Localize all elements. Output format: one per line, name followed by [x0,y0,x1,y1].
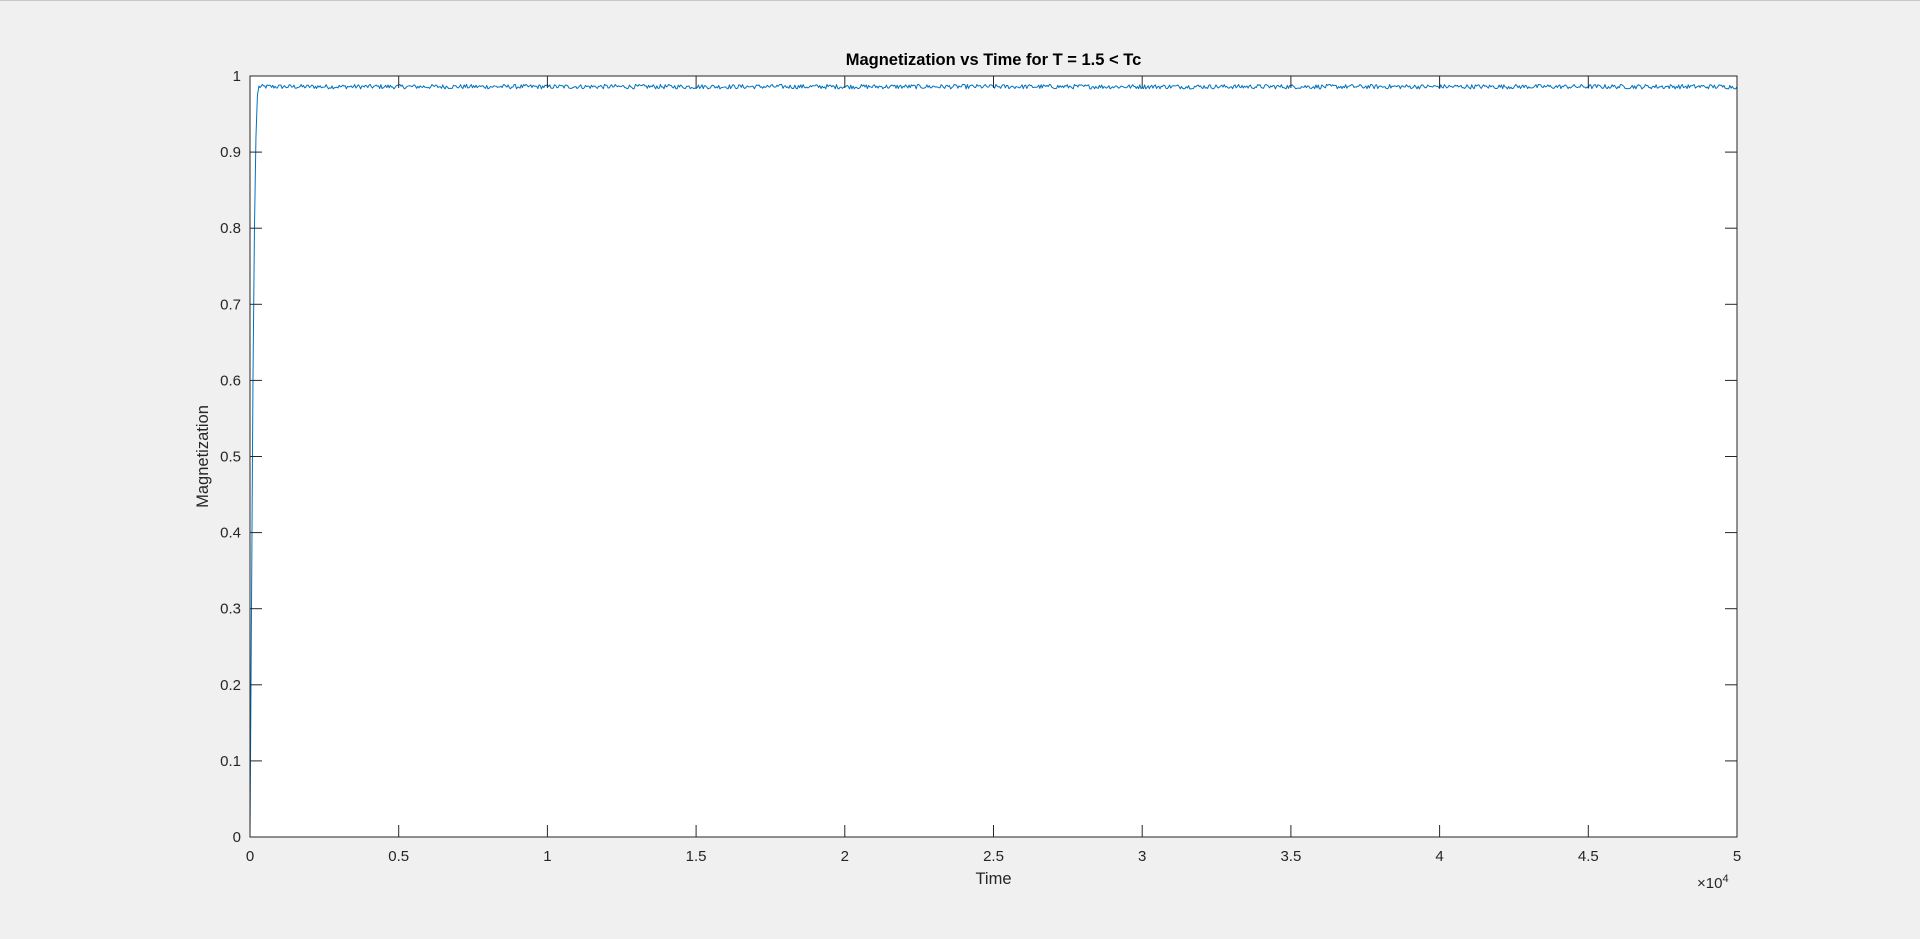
x-tick-label: 3 [1138,848,1146,865]
y-tick-label: 0.7 [220,296,241,313]
series-layer [249,83,1738,838]
y-axis-label: Magnetization [194,405,212,508]
x-tick-label: 4.5 [1578,848,1599,865]
y-tick-label: 1 [233,68,241,85]
y-tick-label: 0.8 [220,220,241,237]
x-tick-label: 1 [543,848,551,865]
y-tick-label: 0.3 [220,601,241,618]
plot-area [250,76,1737,837]
y-tick-label: 0.1 [220,753,241,770]
magnetization-series-line [249,83,1738,838]
x-tick-label: 5 [1733,848,1741,865]
x-exponent-power: 4 [1722,873,1728,885]
x-exponent-base: ×10 [1697,875,1722,892]
y-tick-label: 0.4 [220,525,241,542]
y-tick-label: 0.2 [220,677,241,694]
y-tick-label: 0.6 [220,372,241,389]
x-exponent-label: ×104 [1697,873,1729,892]
chart-title: Magnetization vs Time for T = 1.5 < Tc [846,51,1142,69]
x-tick-label: 1.5 [686,848,707,865]
x-tick-label: 0 [246,848,254,865]
y-tick-label: 0 [233,829,241,846]
x-tick-label: 2 [841,848,849,865]
x-axis-label: Time [975,870,1011,888]
ticks-layer: 0 0.5 1 1.5 2 2.5 3 3.5 4 4.5 5 0 0.1 0.2 0.3 0.4 0.5 0.6… [220,68,1741,865]
y-tick-label: 0.5 [220,449,241,466]
x-tick-label: 2.5 [983,848,1004,865]
x-tick-label: 4 [1435,848,1443,865]
axes-box [249,75,1738,838]
x-tick-label: 0.5 [388,848,409,865]
x-tick-label: 3.5 [1280,848,1301,865]
y-tick-label: 0.9 [220,144,241,161]
